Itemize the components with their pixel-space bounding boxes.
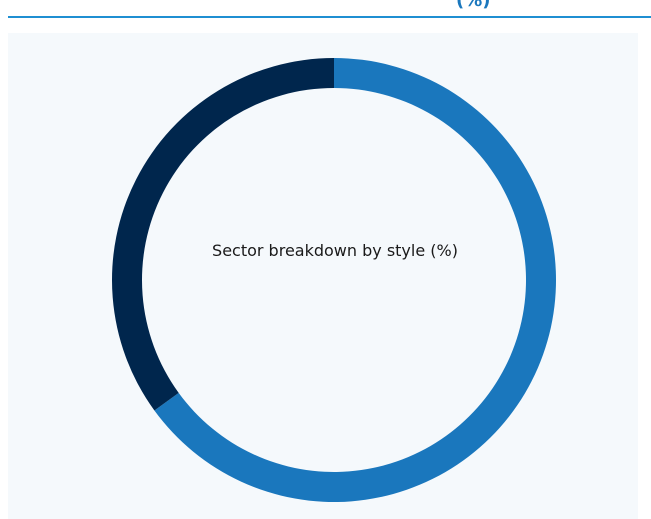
header-partial-title: (%): [456, 0, 491, 11]
donut-chart: [112, 58, 556, 502]
chart-title: Sector breakdown by style (%): [212, 241, 458, 260]
donut-slices: [112, 58, 556, 502]
chart-panel: [8, 33, 638, 519]
header-divider: [8, 16, 651, 18]
donut-slice-2: [112, 58, 334, 411]
